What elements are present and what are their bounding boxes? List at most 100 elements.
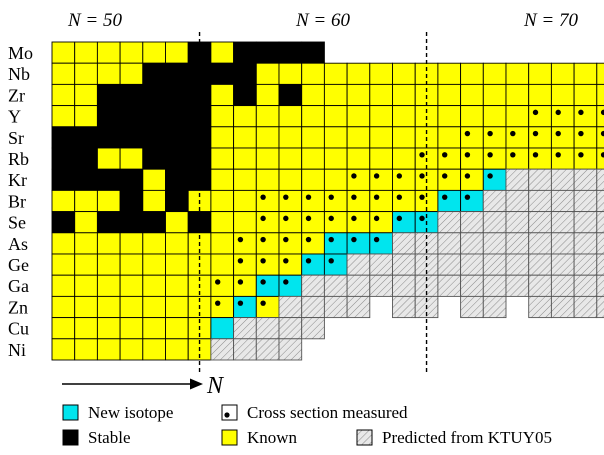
cell-zn-n56-predicted <box>323 295 348 319</box>
cell-nb-n57-known <box>346 62 371 85</box>
cell-as-n57-new <box>346 232 371 255</box>
cell-ge-n63-predicted <box>482 253 507 276</box>
cell-zr-n61-known <box>437 83 462 107</box>
legend-predicted-swatch <box>356 429 373 446</box>
cell-zn-n52-new <box>233 295 257 319</box>
cell-sr-n53-known <box>255 126 280 149</box>
dot-as-n54 <box>283 236 289 243</box>
cell-sr-n64-known <box>505 126 530 149</box>
cell-ge-n48-known <box>142 253 166 276</box>
cell-nb-n64-known <box>505 62 530 85</box>
cell-zr-n54-stable <box>278 83 303 107</box>
element-label-ga: Ga <box>8 276 29 296</box>
cell-se-n63-predicted <box>482 211 507 234</box>
cell-sr-n61-known <box>437 126 462 149</box>
cell-se-n52-known <box>233 211 257 234</box>
cell-nb-n47-known <box>119 62 144 85</box>
legend-stable-label: Stable <box>88 428 131 447</box>
legend-predicted-label: Predicted from KTUY05 <box>382 428 552 447</box>
dot-se-n55 <box>305 215 312 222</box>
cell-y-n68-known <box>596 105 604 128</box>
cell-zr-n52-stable <box>233 83 257 107</box>
dot-as-n57 <box>351 236 357 243</box>
cell-sr-n52-known <box>233 126 257 149</box>
cell-y-n55-known <box>301 105 325 128</box>
cell-cu-n49-known <box>165 317 189 340</box>
cell-ga-n44-known <box>51 274 76 297</box>
cell-y-n46-stable <box>96 105 121 128</box>
dot-rb-n61 <box>442 152 448 158</box>
cell-mo-n45-known <box>74 41 98 64</box>
dot-y-n67 <box>578 109 584 116</box>
dot-ge-n56 <box>328 258 334 264</box>
cell-rb-n57-known <box>346 147 371 170</box>
cell-y-n61-known <box>437 105 462 128</box>
cell-mo-n49-known <box>165 41 189 64</box>
cell-kr-n51-known <box>210 168 235 191</box>
cell-as-n55-known <box>301 232 325 255</box>
cell-as-n58-new <box>369 232 393 255</box>
cell-ge-n64-predicted <box>505 253 530 276</box>
cell-as-n54-known <box>278 232 303 255</box>
legend-new-isotope-label: New isotope <box>88 403 173 422</box>
cell-zr-n62-known <box>460 83 484 107</box>
cell-ga-n62-predicted <box>460 274 484 297</box>
cell-zr-n63-known <box>482 83 507 107</box>
cell-nb-n48-stable <box>142 62 166 85</box>
element-label-mo: Mo <box>8 43 33 63</box>
cell-nb-n53-known <box>255 62 280 85</box>
dot-sr-n67 <box>578 130 584 137</box>
cell-sr-n46-stable <box>96 126 121 149</box>
n60-label: N = 60 <box>295 10 350 31</box>
cell-nb-n56-known <box>323 62 348 85</box>
dot-sr-n66 <box>555 130 561 137</box>
cell-kr-n58-known <box>369 168 393 191</box>
cell-ge-n53-known <box>255 253 280 276</box>
cell-as-n47-known <box>119 232 144 255</box>
cell-as-n63-predicted <box>482 232 507 255</box>
cell-br-n47-stable <box>119 189 144 213</box>
dot-br-n56 <box>328 194 334 200</box>
dot-rb-n67 <box>578 152 584 158</box>
cell-ge-n44-known <box>51 253 76 276</box>
n50-label-text: N = 50 <box>67 10 122 31</box>
cell-se-n59-new <box>392 211 416 234</box>
legend-known-label: Known <box>247 428 298 447</box>
dot-kr-n59 <box>396 173 403 179</box>
cell-ge-n65-predicted <box>528 253 552 276</box>
cell-cu-n55-predicted <box>301 317 325 340</box>
dot-br-n58 <box>373 194 380 200</box>
cell-zr-n57-known <box>346 83 371 107</box>
dot-se-n58 <box>373 215 380 222</box>
dot-sr-n64 <box>510 130 516 137</box>
cell-as-n49-known <box>165 232 189 255</box>
dot-se-n59 <box>396 215 403 222</box>
cell-ga-n49-known <box>165 274 189 297</box>
cell-zr-n49-stable <box>165 83 189 107</box>
cell-zr-n53-known <box>255 83 280 107</box>
element-label-rb: Rb <box>8 149 29 169</box>
cell-zr-n51-known <box>210 83 235 107</box>
cell-br-n65-predicted <box>528 189 552 213</box>
cell-y-n44-known <box>51 105 76 128</box>
dot-rb-n60 <box>419 152 425 158</box>
cell-nb-n54-known <box>278 62 303 85</box>
cell-zn-n45-known <box>74 295 98 319</box>
cell-se-n61-predicted <box>437 211 462 234</box>
cell-zn-n66-predicted <box>550 295 575 319</box>
cell-kr-n54-known <box>278 168 303 191</box>
n70-label: N = 70 <box>523 10 578 31</box>
cell-sr-n68-known <box>596 126 604 149</box>
dot-ga-n52 <box>237 279 244 285</box>
cell-br-n68-predicted <box>596 189 604 213</box>
cell-br-n67-predicted <box>573 189 598 213</box>
dot-se-n56 <box>328 215 334 222</box>
cell-as-n59-predicted <box>392 232 416 255</box>
cell-kr-n57-known <box>346 168 371 191</box>
cell-se-n48-stable <box>142 211 166 234</box>
cell-ge-n46-known <box>96 253 121 276</box>
cell-rb-n68-known <box>596 147 604 170</box>
cell-cu-n47-known <box>119 317 144 340</box>
cell-zn-n55-predicted <box>301 295 325 319</box>
cell-mo-n47-known <box>119 41 144 64</box>
